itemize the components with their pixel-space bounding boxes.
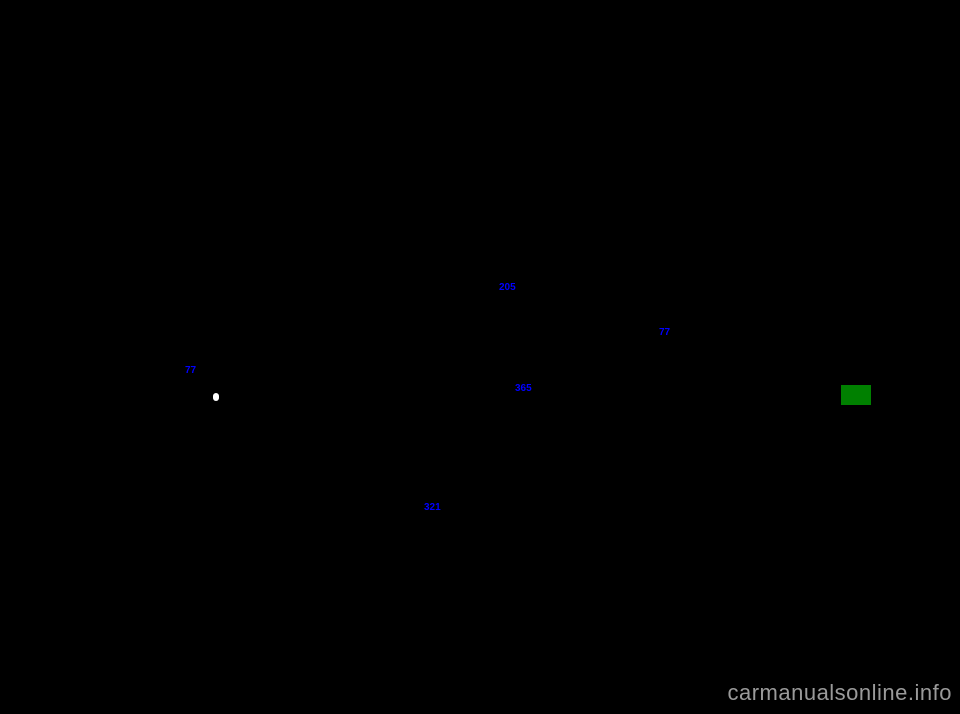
page-marker-dot: [213, 393, 219, 401]
manual-page: 205 77 77 365 321: [63, 30, 897, 684]
page-ref-77-driver[interactable]: 77: [185, 366, 196, 376]
page-ref-365[interactable]: 365: [515, 384, 532, 394]
watermark: carmanualsonline.info: [727, 680, 952, 706]
page-ref-205[interactable]: 205: [499, 283, 516, 293]
section-tab-green[interactable]: [841, 385, 871, 405]
page-ref-77-airbag[interactable]: 77: [659, 328, 670, 338]
page-ref-321[interactable]: 321: [424, 503, 441, 513]
